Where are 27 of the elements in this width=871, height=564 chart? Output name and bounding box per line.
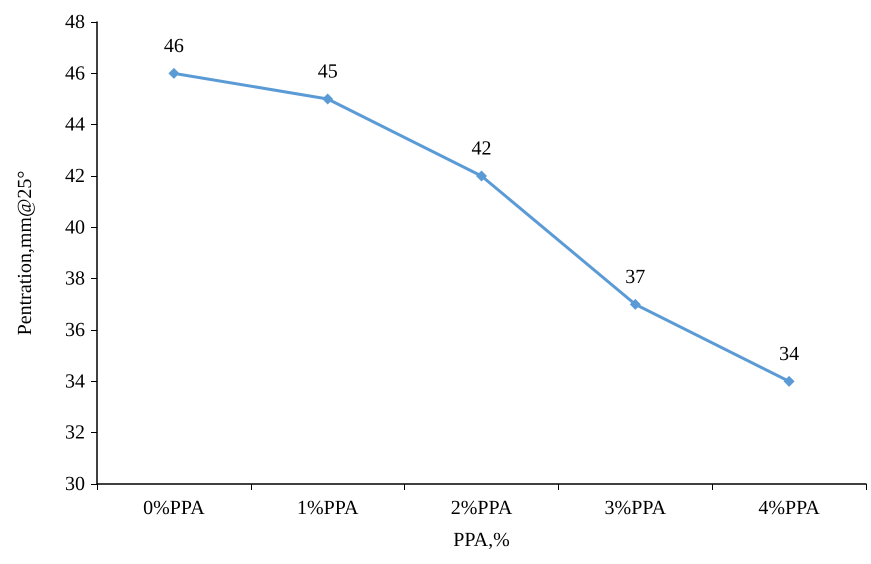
data-label: 42 (472, 138, 492, 160)
x-axis-title: PPA,% (453, 529, 510, 551)
y-tick-label: 42 (65, 165, 85, 187)
point (476, 170, 487, 182)
point (322, 94, 334, 104)
data-label: 45 (318, 60, 338, 82)
x-tick-label: 3%PPA (604, 497, 667, 519)
y-tick-label: 44 (65, 114, 85, 136)
y-tick-label: 34 (65, 370, 85, 392)
x-tick-label: 1%PPA (296, 497, 360, 519)
y-tick-label: 36 (65, 319, 85, 341)
x-tick-label: 2%PPA (450, 497, 513, 519)
point (168, 68, 180, 79)
x-tick-label: 4%PPA (758, 497, 820, 519)
y-axis-title: Pentration,mm@25° (14, 170, 36, 336)
data-label: 46 (164, 34, 184, 57)
y-tick-label: 32 (65, 422, 85, 444)
point (630, 298, 641, 310)
y-tick-label: 46 (65, 62, 85, 84)
y-tick-label: 48 (65, 11, 85, 33)
data-label: 34 (779, 342, 800, 365)
point (784, 376, 795, 387)
data-label: 37 (625, 266, 646, 288)
y-tick-label: 40 (65, 216, 85, 238)
x-tick-label: 0%PPA (143, 497, 206, 519)
y-tick-label: 38 (65, 268, 85, 290)
y-tick-label: 30 (65, 473, 85, 495)
